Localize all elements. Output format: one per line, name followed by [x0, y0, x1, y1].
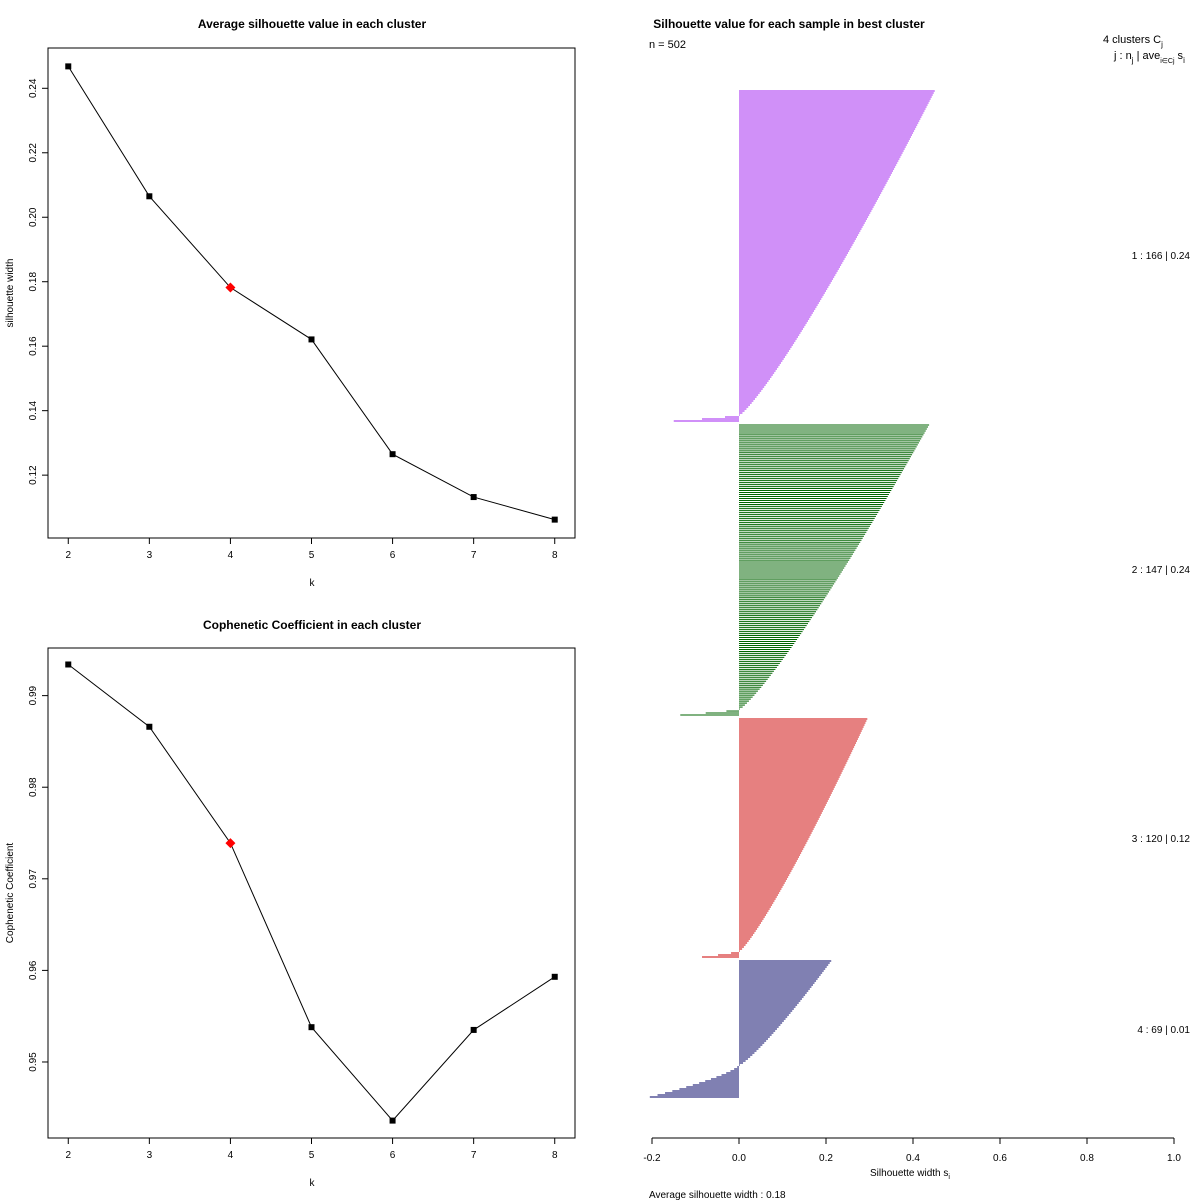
- y-axis-label: Cophenetic Coefficient: [5, 843, 16, 944]
- y-tick-label: 0.97: [28, 869, 39, 889]
- y-tick-label: 0.22: [28, 143, 39, 163]
- x-tick-label: 0.8: [1080, 1153, 1094, 1164]
- y-axis-label: silhouette width: [5, 259, 16, 328]
- x-tick-label: 8: [552, 550, 558, 561]
- legend-header: j : nj | avei∈Cj si: [1113, 50, 1185, 65]
- x-tick-label: 3: [147, 550, 153, 561]
- y-tick-label: 0.12: [28, 465, 39, 485]
- x-tick-label: 5: [309, 1150, 315, 1161]
- y-tick-label: 0.14: [28, 400, 39, 420]
- data-point: [146, 193, 153, 200]
- y-tick-label: 0.16: [28, 336, 39, 356]
- data-point: [551, 516, 558, 523]
- x-axis-label: k: [310, 578, 316, 589]
- y-tick-label: 0.99: [28, 685, 39, 705]
- cluster-3-bars: [702, 718, 868, 958]
- legend-title: 4 clusters Cj: [1103, 34, 1163, 49]
- x-tick-label: 5: [309, 550, 315, 561]
- x-tick-label: 8: [552, 1150, 558, 1161]
- cluster-label: 2 : 147 | 0.24: [1132, 565, 1191, 576]
- y-tick-label: 0.18: [28, 272, 39, 292]
- x-axis-label: Silhouette width si: [870, 1168, 950, 1181]
- data-point: [470, 494, 477, 501]
- chart-title: Average silhouette value in each cluster: [198, 17, 427, 31]
- x-tick-label: 1.0: [1167, 1153, 1181, 1164]
- x-tick-label: 2: [65, 550, 71, 561]
- chart-title: Cophenetic Coefficient in each cluster: [203, 618, 421, 632]
- series-line: [67, 66, 555, 521]
- plot-frame: [47, 47, 576, 539]
- data-point: [389, 451, 396, 458]
- chart-title: Silhouette value for each sample in best…: [653, 17, 925, 31]
- highlight-point: [225, 282, 236, 293]
- average-silhouette-width: Average silhouette width : 0.18: [649, 1190, 786, 1200]
- data-point: [551, 973, 558, 980]
- x-tick-label: 6: [390, 1150, 396, 1161]
- cophenetic-line-chart: Cophenetic Coefficient in each cluster k…: [5, 618, 576, 1189]
- x-tick-label: 0.2: [819, 1153, 833, 1164]
- y-tick-label: 0.96: [28, 960, 39, 980]
- data-point: [146, 723, 153, 730]
- cluster-label: 3 : 120 | 0.12: [1132, 834, 1191, 845]
- silhouette-line-chart: Average silhouette value in each cluster…: [5, 17, 576, 589]
- cluster-label: 1 : 166 | 0.24: [1132, 251, 1191, 262]
- x-tick-label: 4: [228, 1150, 234, 1161]
- x-tick-label: 7: [471, 1150, 477, 1161]
- highlight-point: [225, 838, 236, 849]
- data-point: [65, 63, 72, 70]
- cluster-4-bars: [649, 960, 832, 1098]
- y-tick-label: 0.95: [28, 1052, 39, 1072]
- x-tick-label: 3: [147, 1150, 153, 1161]
- plot-frame: [47, 647, 576, 1139]
- x-tick-label: 6: [390, 550, 396, 561]
- sample-count: n = 502: [649, 39, 686, 51]
- data-point: [389, 1117, 396, 1124]
- data-point: [308, 336, 315, 343]
- x-tick-label: 0.6: [993, 1153, 1007, 1164]
- x-tick-label: 4: [228, 550, 234, 561]
- x-tick-label: 7: [471, 550, 477, 561]
- silhouette-bar-plot: Silhouette value for each sample in best…: [643, 17, 1190, 1200]
- x-tick-label: 2: [65, 1150, 71, 1161]
- cluster-2-bars: [680, 424, 930, 716]
- series-line: [67, 664, 556, 1122]
- data-point: [470, 1026, 477, 1033]
- data-point: [308, 1024, 315, 1031]
- x-tick-label: 0.0: [732, 1153, 746, 1164]
- y-tick-label: 0.20: [28, 207, 39, 227]
- data-point: [65, 661, 72, 668]
- y-tick-label: 0.98: [28, 777, 39, 797]
- x-tick-label: -0.2: [643, 1153, 661, 1164]
- x-axis-label: k: [310, 1178, 316, 1189]
- y-tick-label: 0.24: [28, 78, 39, 98]
- cluster-label: 4 : 69 | 0.01: [1137, 1025, 1190, 1036]
- x-tick-label: 0.4: [906, 1153, 920, 1164]
- cluster-1-bars: [673, 90, 935, 422]
